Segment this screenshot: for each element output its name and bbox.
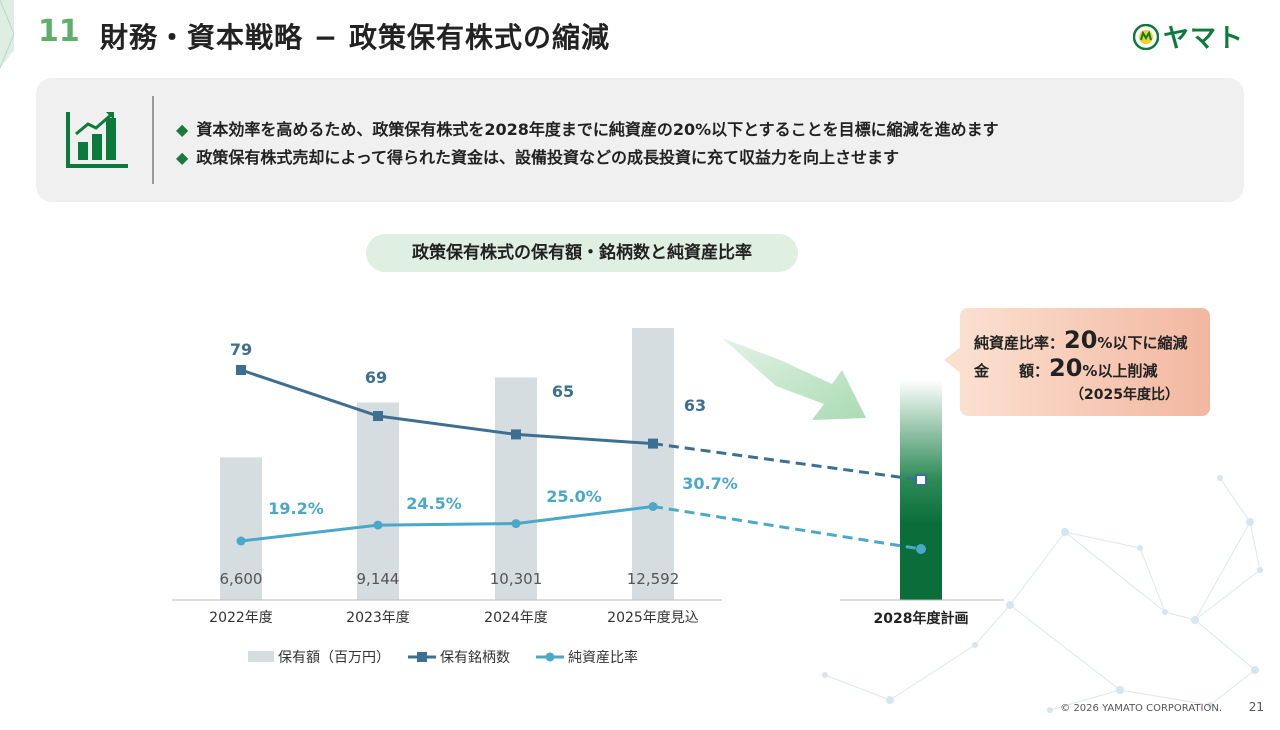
- ratio-plan-point: [916, 544, 926, 554]
- section-number: 11: [38, 14, 80, 49]
- ratio-value-label: 25.0%: [546, 487, 602, 506]
- count-projection-line: [652, 442, 922, 482]
- bullet-text: 政策保有株式売却によって得られた資金は、設備投資などの成長投資に充て収益力を向上…: [196, 148, 900, 167]
- legend-label-holding: 保有額（百万円）: [278, 650, 390, 666]
- ratio-projection-line: [652, 505, 922, 551]
- logo-text: ヤマト: [1162, 24, 1244, 54]
- legend-label-ratio: 純資産比率: [568, 649, 638, 666]
- network-decoration: [822, 475, 1263, 713]
- callout-pointer: [944, 346, 962, 374]
- bar-2: [495, 377, 537, 600]
- count-series-line: [240, 368, 654, 446]
- count-value-label: 69: [365, 368, 387, 387]
- diamond-bullet-icon: ◆: [176, 148, 189, 167]
- summary-divider: [152, 96, 154, 184]
- legend-swatch-holding: [248, 651, 274, 662]
- callout-amount-value: 20: [1049, 354, 1083, 382]
- ratio-point: [236, 536, 246, 546]
- trend-arrow-icon: [722, 338, 866, 420]
- bullet-item: ◆ 政策保有株式売却によって得られた資金は、設備投資などの成長投資に充て収益力を向…: [176, 144, 999, 172]
- diamond-bullet-icon: ◆: [176, 120, 189, 139]
- plan-bar: [900, 380, 942, 600]
- callout-row-ratio: 純資産比率：20%以下に縮減: [974, 326, 1187, 354]
- count-point: [511, 429, 521, 440]
- page-number: 21: [1248, 700, 1264, 714]
- count-value-label: 63: [684, 396, 706, 415]
- callout-ratio-label: 純資産比率：: [974, 334, 1065, 352]
- ratio-value-label: 24.5%: [406, 494, 462, 513]
- legend-label-count: 保有銘柄数: [440, 650, 510, 666]
- page-title: 財務・資本戦略 − 政策保有株式の縮減: [100, 21, 610, 54]
- count-point: [373, 411, 383, 421]
- count-point: [648, 438, 658, 449]
- callout-amount-suffix: %以上削減: [1082, 362, 1158, 380]
- legend-marker-ratio: [545, 652, 555, 662]
- chart-title: 政策保有株式の保有額・銘柄数と純資産比率: [366, 234, 798, 272]
- bar-value-label: 9,144: [357, 570, 400, 588]
- callout-note: （2025年度比）: [1070, 387, 1179, 403]
- summary-box: ◆ 資本効率を高めるため、政策保有株式を2028年度までに純資産の20%以下とする…: [36, 78, 1244, 202]
- legend-marker-count: [417, 652, 427, 662]
- callout-ratio-value: 20: [1064, 326, 1098, 354]
- bar-0: [220, 457, 262, 600]
- bar-3: [632, 328, 674, 600]
- x-tick-label: 2022年度: [209, 610, 273, 626]
- count-value-label: 79: [230, 340, 252, 359]
- ratio-value-label: 19.2%: [268, 499, 324, 518]
- copyright: © 2026 YAMATO CORPORATION.: [1060, 703, 1222, 714]
- ratio-series-line: [240, 505, 654, 543]
- callout-row-amount: 金 額：20%以上削減: [974, 354, 1157, 382]
- bullet-item: ◆ 資本効率を高めるため、政策保有株式を2028年度までに純資産の20%以下とする…: [176, 116, 999, 144]
- x-tick-label-plan: 2028年度計画: [874, 610, 969, 627]
- target-callout: 純資産比率：20%以下に縮減 金 額：20%以上削減 （2025年度比）: [960, 308, 1210, 416]
- ratio-point: [373, 520, 383, 530]
- logo-mark-icon: [1132, 23, 1159, 50]
- corner-decoration: [0, 0, 14, 68]
- ratio-value-label: 30.7%: [682, 474, 738, 493]
- bar-value-label: 12,592: [627, 570, 680, 588]
- x-tick-label: 2025年度見込: [607, 610, 699, 626]
- bar-value-label: 10,301: [490, 570, 543, 588]
- ratio-point: [648, 502, 658, 511]
- bullet-text: 資本効率を高めるため、政策保有株式を2028年度までに純資産の20%以下とするこ…: [196, 120, 999, 139]
- bar-1: [357, 402, 399, 600]
- x-tick-label: 2023年度: [346, 610, 410, 626]
- company-logo: ヤマト: [1132, 18, 1244, 55]
- count-value-label: 65: [552, 382, 574, 401]
- bar-value-label: 6,600: [220, 570, 263, 588]
- ratio-point: [511, 519, 521, 529]
- summary-bullets: ◆ 資本効率を高めるため、政策保有株式を2028年度までに純資産の20%以下とする…: [176, 116, 999, 172]
- callout-amount-label: 金 額：: [974, 362, 1050, 380]
- count-plan-point: [915, 474, 927, 486]
- count-point: [236, 365, 246, 375]
- callout-ratio-suffix: %以下に縮減: [1097, 334, 1188, 352]
- x-tick-label: 2024年度: [484, 610, 548, 626]
- bar-chart-growth-icon: [66, 112, 128, 168]
